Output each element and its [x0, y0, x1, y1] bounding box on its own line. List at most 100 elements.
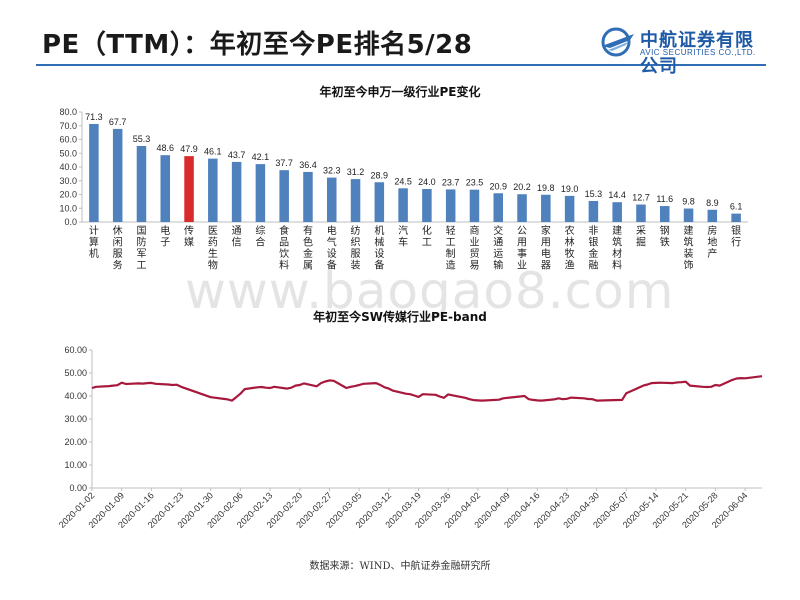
bar — [564, 195, 575, 222]
category-label-char: 房 — [707, 224, 717, 237]
category-label-char: 工 — [422, 238, 432, 249]
category-label: 银行 — [731, 224, 741, 249]
bar — [659, 206, 670, 222]
category-label-char: 工 — [136, 261, 146, 272]
bar — [374, 182, 385, 222]
y-tick-label: 10.0 — [59, 203, 77, 213]
y-tick-label: 40.0 — [59, 162, 77, 172]
logo-chinese-name: 中航证券有限公司 — [640, 30, 754, 77]
bar — [303, 171, 313, 222]
category-label-char: 建 — [612, 224, 622, 237]
category-label-char: 电 — [327, 224, 337, 237]
category-label-char: 筑 — [612, 236, 622, 249]
category-label-char: 医 — [208, 225, 218, 237]
category-label-char: 家 — [541, 224, 551, 237]
bar — [683, 208, 694, 222]
category-label-char: 国 — [136, 225, 146, 237]
data-source-note: 数据来源：WIND、中航证券金融研究所 — [309, 561, 491, 572]
category-label: 汽车 — [398, 224, 408, 249]
category-label-char: 色 — [303, 236, 313, 249]
category-label-char: 饰 — [684, 259, 694, 272]
bar — [279, 170, 289, 222]
page-title: PE（TTM）：年初至今PE排名5/28 — [42, 30, 473, 60]
bar — [588, 200, 599, 222]
category-label: 钢铁 — [660, 224, 670, 249]
category-label-char: 气 — [327, 236, 337, 249]
y-tick-label: 50.00 — [64, 368, 87, 378]
data-label: 32.3 — [323, 166, 341, 176]
category-label-char: 材 — [612, 247, 622, 260]
data-label: 67.7 — [109, 117, 127, 127]
category-label-char: 服 — [351, 248, 361, 260]
bar — [231, 161, 242, 222]
category-label: 纺织服装 — [351, 224, 361, 272]
category-label-char: 子 — [160, 237, 170, 249]
category-label-char: 防 — [136, 236, 146, 249]
title-underline — [36, 64, 766, 66]
category-label-char: 算 — [89, 236, 99, 249]
category-label-char: 品 — [279, 237, 289, 249]
category-label-char: 传 — [184, 225, 194, 237]
data-label: 14.4 — [608, 190, 626, 200]
category-label-char: 轻 — [446, 224, 456, 237]
y-tick-label: 0.0 — [64, 217, 77, 227]
category-label-char: 交 — [493, 224, 503, 237]
data-label: 43.7 — [228, 150, 246, 160]
category-label-char: 设 — [374, 248, 384, 260]
industry-pe-bar-chart: 0.0 10.0 20.0 30.0 40.0 50.0 60.0 70.0 80.0 71.3 计… — [59, 107, 748, 272]
data-label: 46.1 — [204, 147, 222, 157]
category-label-char: 公 — [517, 226, 527, 237]
category-label-char: 渔 — [565, 260, 575, 272]
category-label-char: 牧 — [565, 247, 575, 260]
data-label: 31.2 — [347, 167, 365, 177]
category-label-char: 物 — [208, 259, 218, 272]
data-label: 23.5 — [466, 178, 484, 188]
bar — [326, 177, 337, 222]
category-label-char: 易 — [469, 260, 479, 272]
category-label-char: 通 — [232, 225, 242, 237]
category-label-char: 建 — [684, 224, 694, 237]
category-label-char: 输 — [493, 259, 503, 272]
category-label-char: 融 — [588, 260, 598, 272]
data-label: 20.2 — [513, 182, 531, 192]
line-chart-title: 年初至今SW传媒行业PE-band — [313, 310, 487, 324]
y-tick-label: 30.00 — [64, 414, 87, 424]
data-label: 15.3 — [585, 189, 603, 199]
y-tick-label: 30.0 — [59, 176, 77, 186]
data-label: 24.5 — [394, 176, 412, 186]
data-label: 37.7 — [275, 158, 293, 168]
category-label-char: 食 — [279, 224, 289, 237]
data-label: 24.0 — [418, 177, 436, 187]
pe-series-line — [91, 375, 763, 402]
category-label-char: 织 — [351, 237, 361, 249]
bar — [541, 194, 551, 222]
category-label-char: 工 — [446, 238, 456, 249]
y-tick-label: 20.00 — [64, 437, 87, 447]
category-label-char: 休 — [113, 225, 123, 237]
category-label-char: 料 — [279, 259, 289, 272]
category-label-char: 产 — [707, 247, 717, 260]
category-label-char: 行 — [731, 236, 741, 249]
category-label: 建筑装饰 — [684, 224, 694, 272]
category-label-char: 业 — [469, 237, 479, 249]
y-tick-label: 70.0 — [59, 121, 77, 131]
category-label: 电气设备 — [327, 224, 337, 272]
category-label: 轻工制造 — [446, 224, 456, 272]
category-label-char: 电 — [160, 224, 170, 237]
category-label-char: 运 — [493, 248, 503, 260]
category-label-char: 事 — [517, 247, 527, 260]
category-label: 交通运输 — [493, 224, 503, 272]
y-tick-label: 60.0 — [59, 135, 77, 145]
category-label-char: 林 — [565, 236, 575, 249]
category-label-char: 综 — [255, 224, 265, 237]
category-label-char: 金 — [303, 247, 313, 260]
data-label: 28.9 — [371, 170, 389, 180]
bar — [184, 156, 194, 222]
category-label-char: 采 — [636, 225, 646, 237]
category-label-char: 合 — [255, 236, 265, 249]
bar — [517, 194, 527, 222]
bar — [350, 179, 361, 222]
category-label: 休闲服务 — [113, 225, 123, 272]
category-label-char: 筑 — [684, 236, 694, 249]
category-label: 国防军工 — [136, 225, 146, 272]
